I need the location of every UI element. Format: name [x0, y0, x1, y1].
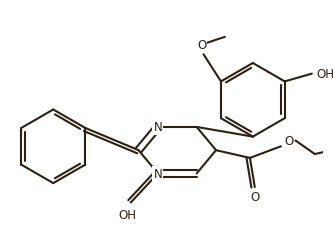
Text: OH: OH	[118, 208, 136, 221]
Text: N: N	[154, 121, 162, 134]
Text: N: N	[154, 167, 162, 180]
Text: O: O	[284, 134, 293, 147]
Text: O: O	[197, 39, 206, 52]
Text: O: O	[250, 190, 259, 203]
Text: OH: OH	[316, 68, 333, 81]
